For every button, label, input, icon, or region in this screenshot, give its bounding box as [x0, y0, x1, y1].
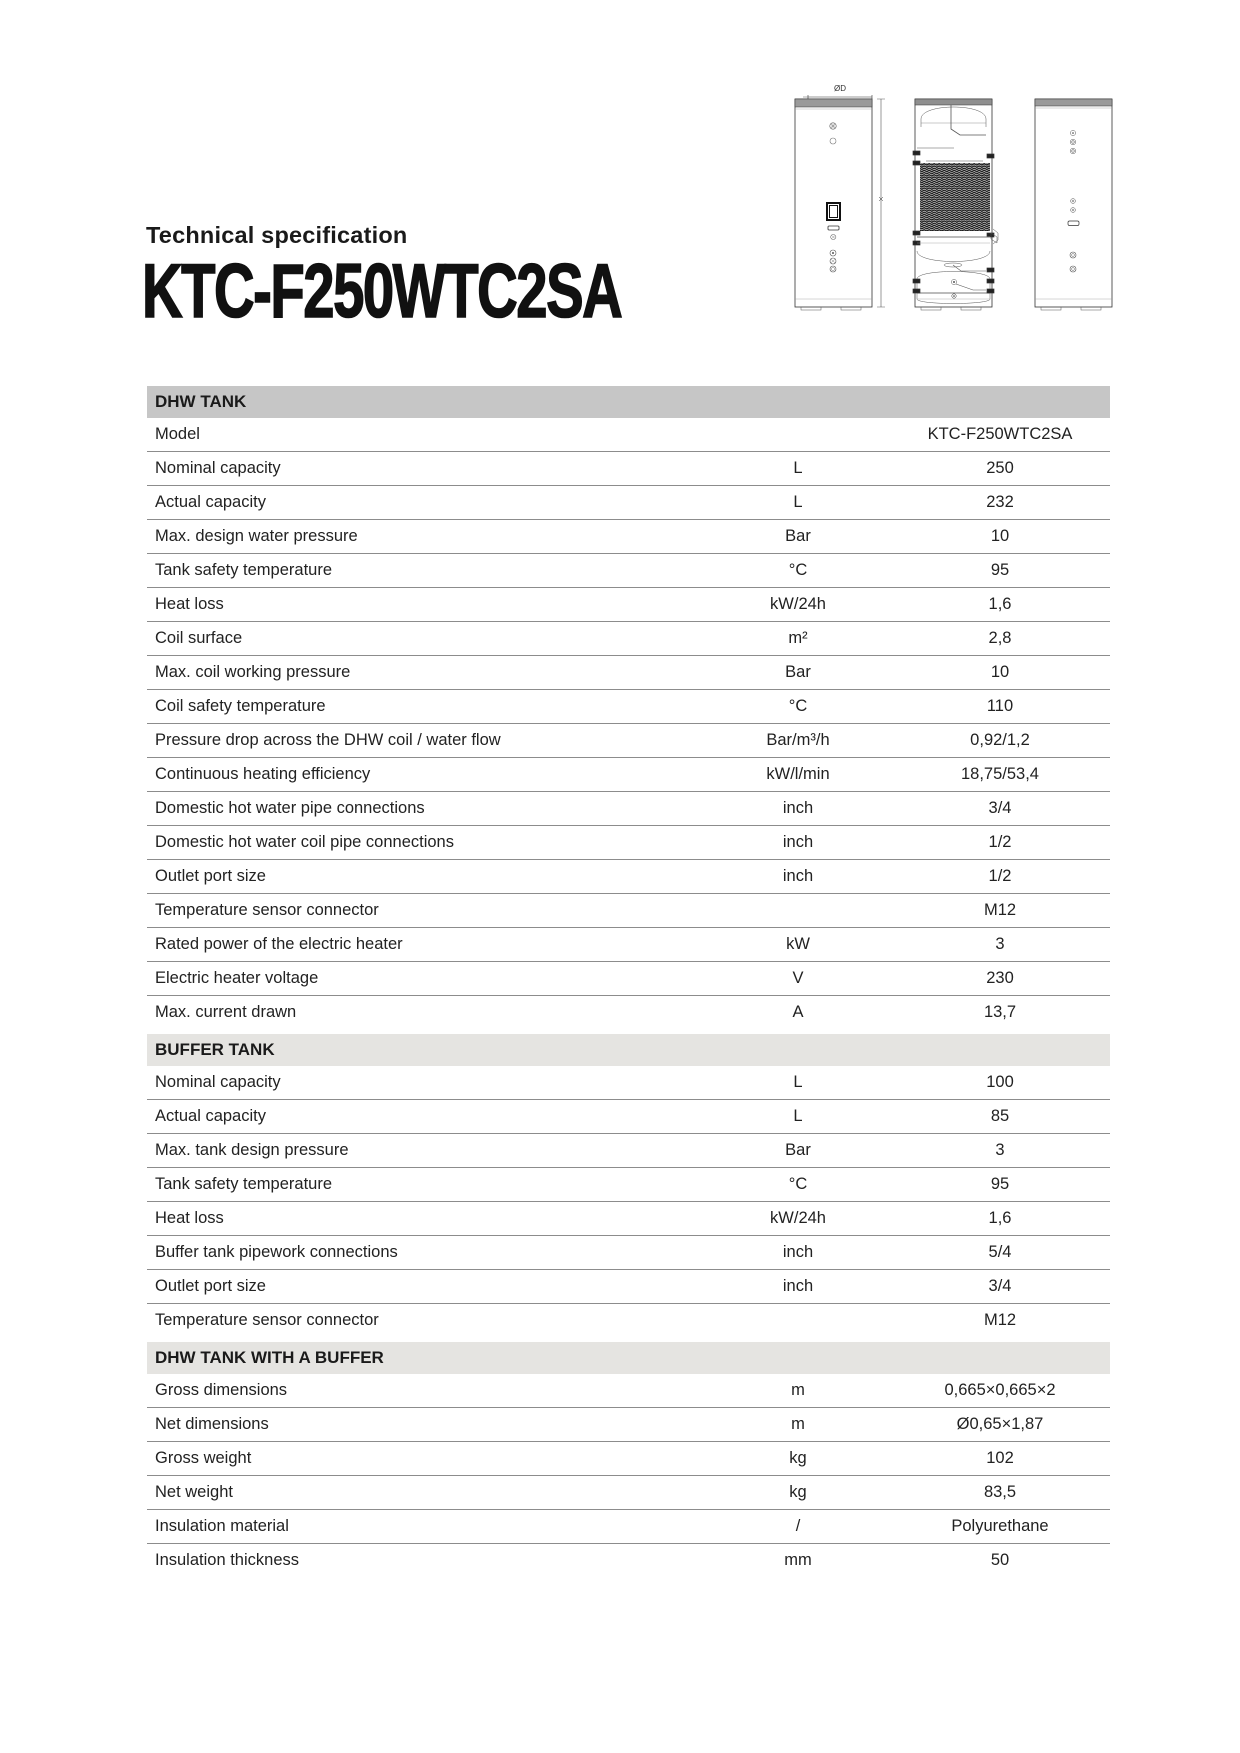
svg-text:ØD: ØD	[834, 84, 846, 93]
